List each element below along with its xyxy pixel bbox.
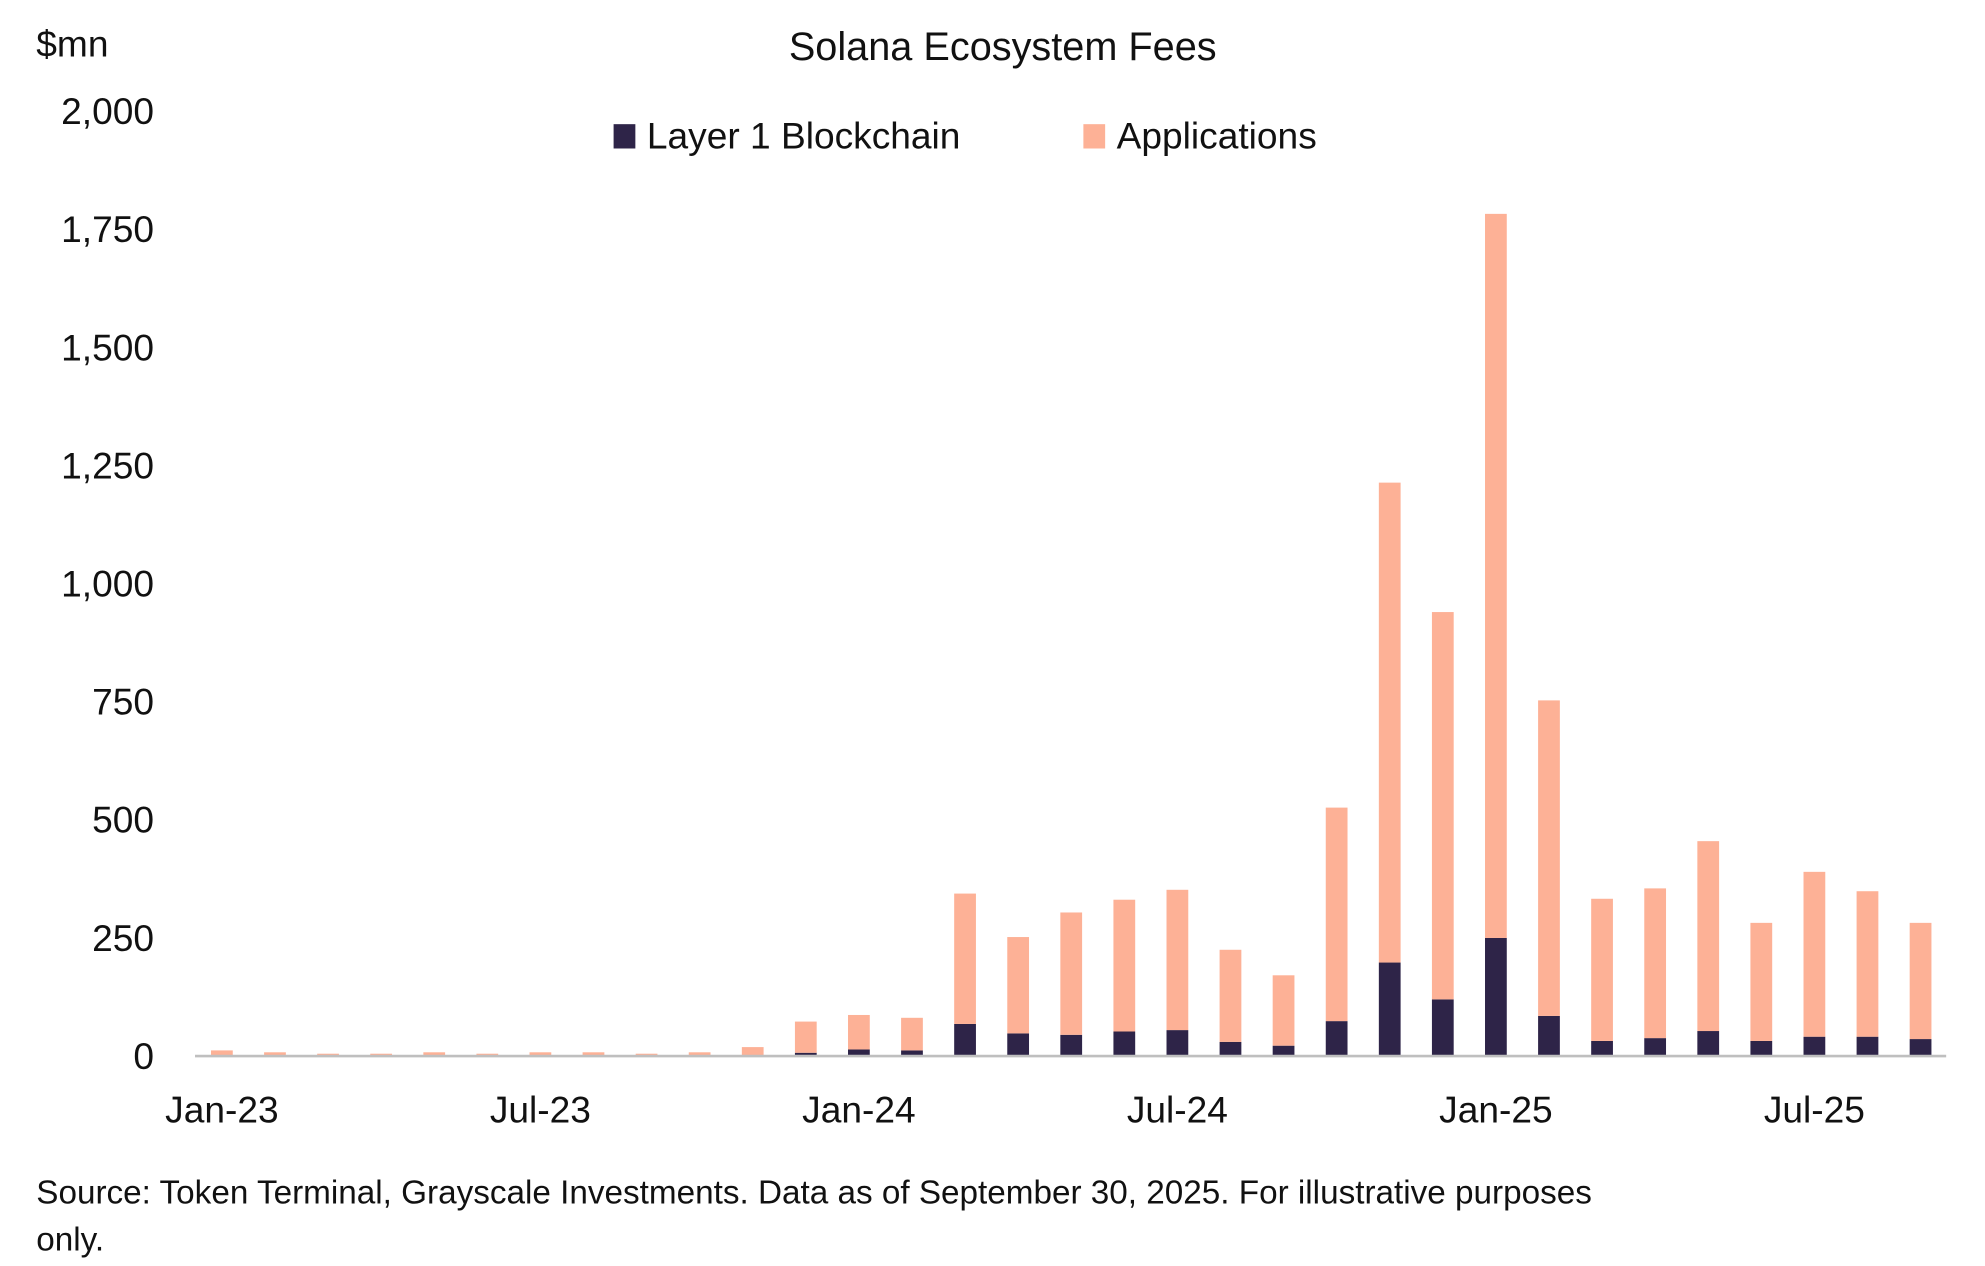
bar-layer1-apr-24 xyxy=(1007,1033,1030,1057)
y-axis: 0 250 500 750 1,000 1,250 1,500 1,750 2,000 xyxy=(61,90,154,1077)
bar-applications-jul-24 xyxy=(1166,889,1189,1031)
bar-applications-mar-23 xyxy=(317,1053,339,1056)
bar-applications-feb-23 xyxy=(264,1052,286,1056)
bar-applications-jan-23 xyxy=(211,1050,233,1056)
bar-layer1-aug-24 xyxy=(1219,1041,1242,1057)
bar-layer1-may-25 xyxy=(1697,1031,1720,1057)
bar-layer1-jan-24 xyxy=(848,1049,870,1057)
bar-layer1-jan-25 xyxy=(1485,937,1507,1057)
y-tick-label: 1,000 xyxy=(61,563,154,605)
y-tick-label: 750 xyxy=(92,681,154,723)
bar-applications-jun-24 xyxy=(1113,899,1136,1032)
bar-layer1-jun-25 xyxy=(1750,1040,1773,1057)
bar-applications-mar-25 xyxy=(1591,898,1613,1041)
legend-label-layer1: Layer 1 Blockchain xyxy=(647,114,961,156)
bar-applications-nov-24 xyxy=(1378,482,1401,963)
bar-applications-aug-24 xyxy=(1219,949,1242,1042)
bar-layer1-aug-25 xyxy=(1856,1036,1879,1057)
y-tick-label: 500 xyxy=(92,799,154,841)
bar-applications-aug-23 xyxy=(582,1052,605,1056)
bar-applications-jul-25 xyxy=(1803,871,1826,1037)
bar-layer1-sep-25 xyxy=(1909,1039,1932,1057)
bar-applications-nov-23 xyxy=(741,1047,764,1056)
source-note: Source: Token Terminal, Grayscale Invest… xyxy=(36,1174,1592,1211)
bar-applications-apr-24 xyxy=(1007,937,1030,1034)
bar-layer1-jun-24 xyxy=(1113,1031,1136,1057)
y-tick-label: 0 xyxy=(133,1035,154,1077)
bar-layer1-dec-23 xyxy=(794,1052,817,1057)
x-tick-label: Jul-23 xyxy=(490,1089,591,1131)
bar-layer1-mar-24 xyxy=(954,1023,976,1057)
y-tick-label: 250 xyxy=(92,917,154,959)
bar-applications-jun-23 xyxy=(476,1053,499,1056)
bar-layer1-may-24 xyxy=(1060,1034,1083,1057)
legend-swatch-applications xyxy=(1083,124,1106,149)
bar-layer1-mar-25 xyxy=(1591,1040,1613,1057)
x-axis: Jan-23 Jul-23 Jan-24 Jul-24 Jan-25 Jul-25 xyxy=(165,1089,1865,1131)
bars xyxy=(211,213,1932,1057)
legend: Layer 1 Blockchain Applications xyxy=(613,114,1317,156)
bar-applications-apr-25 xyxy=(1644,888,1667,1039)
x-tick-label: Jul-25 xyxy=(1764,1089,1865,1131)
bar-applications-feb-25 xyxy=(1538,700,1560,1016)
bar-applications-jan-25 xyxy=(1485,213,1507,938)
bar-layer1-feb-25 xyxy=(1538,1015,1560,1057)
bar-applications-sep-24 xyxy=(1272,975,1295,1046)
bar-layer1-feb-24 xyxy=(901,1050,923,1057)
bar-applications-jan-24 xyxy=(848,1014,870,1050)
y-tick-label: 1,750 xyxy=(61,208,154,250)
bar-applications-oct-23 xyxy=(688,1052,711,1056)
bar-applications-jul-23 xyxy=(529,1052,552,1056)
bar-layer1-nov-24 xyxy=(1378,962,1401,1057)
x-tick-label: Jan-23 xyxy=(165,1089,278,1131)
bar-applications-apr-23 xyxy=(370,1053,393,1056)
bar-applications-aug-25 xyxy=(1856,891,1879,1037)
y-axis-unit-label: $mn xyxy=(36,22,108,64)
bar-applications-feb-24 xyxy=(901,1017,923,1051)
bar-applications-oct-24 xyxy=(1325,807,1348,1022)
bar-layer1-oct-24 xyxy=(1325,1021,1348,1057)
legend-label-applications: Applications xyxy=(1117,114,1317,156)
bar-layer1-apr-25 xyxy=(1644,1038,1667,1057)
bar-applications-dec-24 xyxy=(1431,612,1454,1000)
chart-title: Solana Ecosystem Fees xyxy=(789,25,1217,69)
bar-applications-dec-23 xyxy=(794,1021,817,1053)
x-tick-label: Jul-24 xyxy=(1127,1089,1228,1131)
bar-applications-sep-23 xyxy=(635,1053,658,1056)
bar-layer1-jul-24 xyxy=(1166,1030,1189,1057)
y-tick-label: 2,000 xyxy=(61,90,154,132)
bar-applications-may-25 xyxy=(1697,841,1720,1032)
bar-layer1-sep-24 xyxy=(1272,1045,1295,1057)
y-tick-label: 1,500 xyxy=(61,326,154,368)
bar-applications-may-24 xyxy=(1060,912,1083,1035)
bar-layer1-jul-25 xyxy=(1803,1036,1826,1057)
source-note-line2: only. xyxy=(36,1222,104,1259)
y-tick-label: 1,250 xyxy=(61,444,154,486)
bar-applications-mar-24 xyxy=(954,893,976,1024)
legend-swatch-layer1 xyxy=(613,124,636,149)
bar-layer1-dec-24 xyxy=(1431,999,1454,1057)
bar-applications-may-23 xyxy=(423,1052,446,1056)
bar-applications-sep-25 xyxy=(1909,922,1932,1040)
x-tick-label: Jan-25 xyxy=(1439,1089,1552,1131)
x-tick-label: Jan-24 xyxy=(802,1089,915,1131)
bar-applications-jun-25 xyxy=(1750,922,1773,1041)
